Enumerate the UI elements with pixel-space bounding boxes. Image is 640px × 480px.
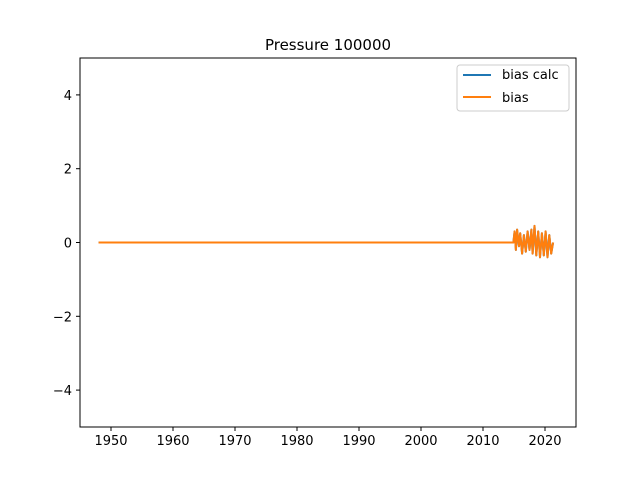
chart-title: Pressure 100000 bbox=[265, 36, 391, 54]
y-axis: −4 −2 0 2 4 bbox=[53, 89, 80, 399]
y-tick-label: −4 bbox=[53, 384, 72, 399]
y-tick-label: 2 bbox=[64, 163, 72, 178]
series-line-bias bbox=[98, 224, 555, 259]
legend-label-bias-calc: bias calc bbox=[502, 68, 559, 83]
x-tick-label: 1980 bbox=[280, 434, 313, 449]
x-tick-label: 1970 bbox=[218, 434, 251, 449]
y-tick-label: 0 bbox=[64, 237, 72, 252]
x-tick-label: 2020 bbox=[528, 434, 561, 449]
legend-box bbox=[456, 64, 570, 112]
y-tick-label: −2 bbox=[53, 310, 72, 325]
x-tick-label: 1950 bbox=[94, 434, 127, 449]
x-axis: 1950 1960 1970 1980 1990 2000 2010 2020 bbox=[94, 427, 562, 449]
legend-label-bias: bias bbox=[502, 91, 529, 106]
plot-lines bbox=[98, 224, 555, 259]
legend: bias calc bias bbox=[456, 64, 570, 112]
x-tick-label: 1990 bbox=[342, 434, 375, 449]
x-tick-label: 1960 bbox=[156, 434, 189, 449]
x-tick-label: 2000 bbox=[404, 434, 437, 449]
y-tick-label: 4 bbox=[64, 89, 72, 104]
x-tick-label: 2010 bbox=[466, 434, 499, 449]
